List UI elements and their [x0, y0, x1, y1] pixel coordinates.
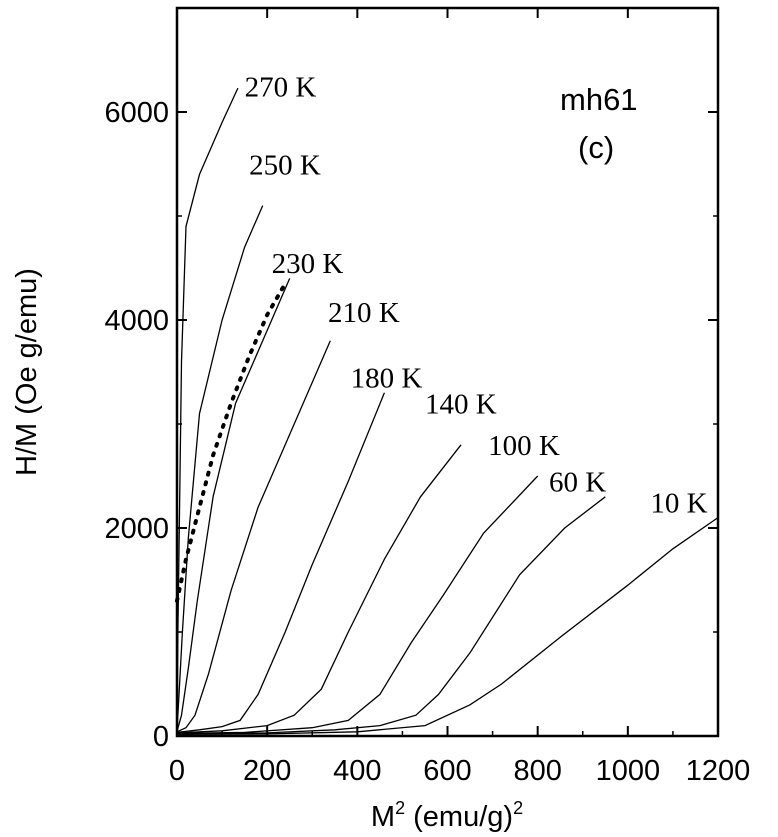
series-line [176, 496, 606, 735]
series-line [176, 205, 264, 731]
y-tick-label: 0 [153, 721, 169, 753]
series-label: 270 K [245, 71, 317, 103]
x-tick-label: 1000 [596, 755, 661, 787]
plot-frame [175, 6, 720, 738]
x-axis-title-sup2: 2 [513, 798, 523, 818]
series-label: 60 K [549, 467, 606, 499]
x-axis-title-main: M [371, 801, 395, 833]
x-tick-label: 0 [169, 755, 185, 787]
y-axis-title: H/M (Oe g/emu) [11, 268, 43, 476]
curves [175, 87, 719, 736]
y-tick-label: 6000 [104, 97, 169, 129]
dotted-fit-line [175, 281, 288, 603]
x-tick-label: 200 [243, 755, 291, 787]
panel-label: (c) [578, 130, 614, 165]
x-axis-title-text: M2 (emu/g)2 [371, 798, 523, 833]
series-label: 10 K [650, 487, 707, 519]
y-tick-label: 2000 [104, 513, 169, 545]
series-label: 250 K [249, 149, 321, 181]
series-line [176, 444, 462, 734]
x-tick-label: 400 [333, 755, 381, 787]
series-line [176, 87, 239, 729]
series-label: 140 K [425, 389, 497, 421]
x-tick-label: 600 [423, 755, 471, 787]
series-label: 230 K [272, 248, 344, 280]
plot-area: 0 200 400 600 800 1000 1200 0 2000 4000 6000 [104, 6, 751, 787]
y-tick-label: 4000 [104, 305, 169, 337]
x-axis-title-sup: 2 [395, 798, 405, 818]
series-line [176, 278, 291, 732]
series-line [176, 517, 719, 736]
series-label: 100 K [488, 430, 560, 462]
series-line [176, 340, 331, 733]
x-tick-label: 1200 [686, 755, 751, 787]
x-tick-label: 800 [513, 755, 561, 787]
x-axis-title: M2 (emu/g)2 [371, 798, 523, 833]
sample-label: mh61 [560, 82, 638, 117]
x-axis-title-rest: (emu/g) [405, 801, 513, 833]
series-line [176, 392, 386, 734]
series-label: 210 K [328, 297, 400, 329]
series-label: 180 K [351, 363, 423, 395]
series-line [176, 475, 539, 735]
